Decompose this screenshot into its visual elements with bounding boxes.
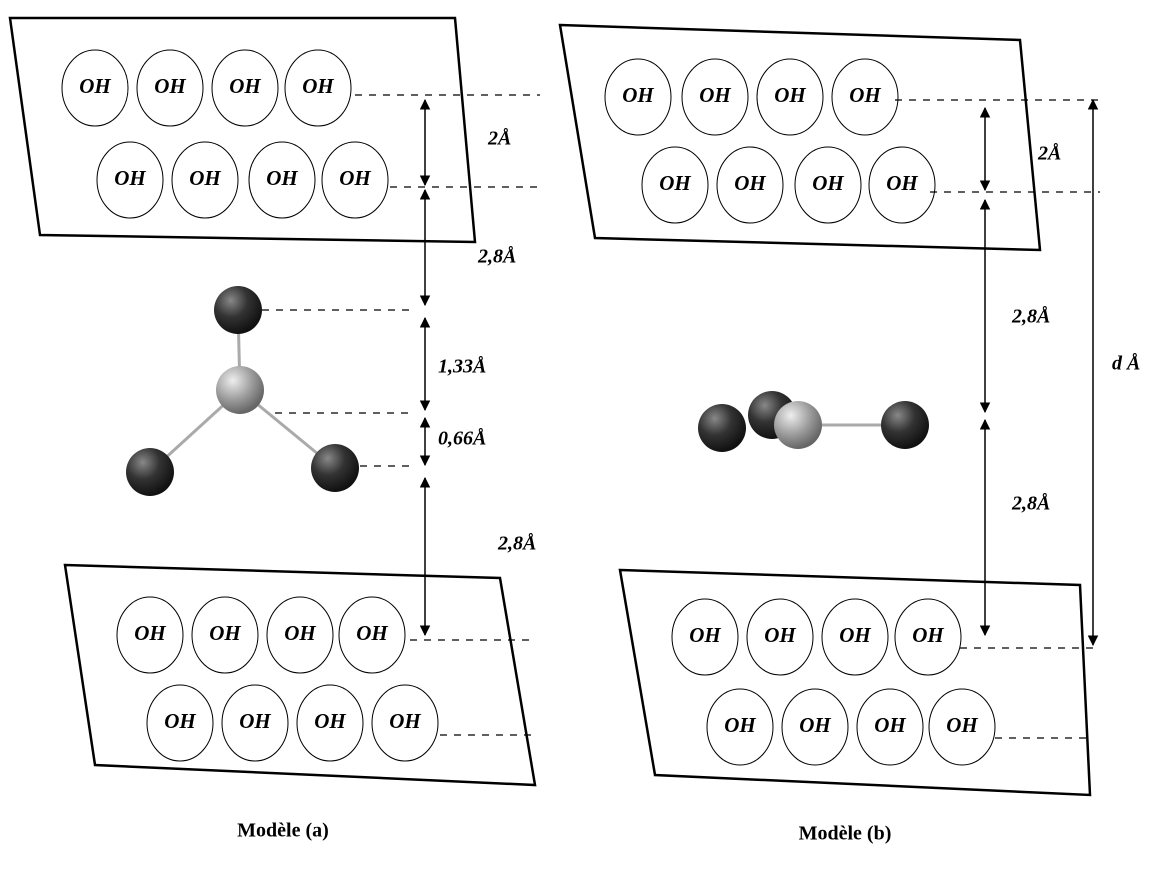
diagram: OH OH OH OH OH OH OH OH OH OH OH OH OH OH OH OH 2Å 2,8Å 1,… — [0, 0, 1150, 873]
oh-label: OH — [79, 74, 111, 98]
atom — [311, 444, 359, 492]
oh-label: OH — [389, 709, 421, 733]
oh-label: OH — [659, 171, 691, 195]
molecule-a — [126, 286, 359, 496]
distance-label: 2,8Å — [497, 533, 536, 555]
atom — [216, 366, 264, 414]
labels: OH OH OH OH OH OH OH OH OH OH OH OH OH OH OH OH 2Å 2,8Å 1,… — [62, 50, 1140, 845]
oh-label: OH — [356, 621, 388, 645]
oh-label: OH — [209, 621, 241, 645]
distance-label: 1,33Å — [438, 356, 486, 378]
oh-label: OH — [946, 713, 978, 737]
oh-label: OH — [164, 709, 196, 733]
oh-label: OH — [302, 74, 334, 98]
plane — [620, 570, 1090, 795]
oh-label: OH — [689, 623, 721, 647]
oh-label: OH — [134, 621, 166, 645]
distance-label: 2,8Å — [1011, 306, 1050, 328]
distance-label: 0,66Å — [438, 428, 486, 450]
oh-label: OH — [314, 709, 346, 733]
atom — [126, 448, 174, 496]
plane — [65, 565, 535, 785]
oh-label: OH — [339, 166, 371, 190]
oh-label: OH — [849, 83, 881, 107]
atom — [698, 404, 746, 452]
oh-label: OH — [764, 623, 796, 647]
oh-label: OH — [874, 713, 906, 737]
oh-label: OH — [154, 74, 186, 98]
oh-label: OH — [799, 713, 831, 737]
oh-label: OH — [114, 166, 146, 190]
oh-label: OH — [189, 166, 221, 190]
distance-label: 2,8Å — [477, 246, 516, 268]
oh-label: OH — [239, 709, 271, 733]
oh-label: OH — [284, 621, 316, 645]
oh-label: OH — [886, 171, 918, 195]
distance-label: d Å — [1112, 353, 1140, 375]
atom — [881, 401, 929, 449]
atom — [214, 286, 262, 334]
oh-label: OH — [839, 623, 871, 647]
molecule-b — [698, 391, 929, 452]
distance-label: 2Å — [1037, 143, 1061, 165]
planes — [10, 18, 1090, 795]
distance-label: 2Å — [487, 128, 511, 150]
oh-label: OH — [774, 83, 806, 107]
oh-label: OH — [724, 713, 756, 737]
oh-label: OH — [734, 171, 766, 195]
oh-label: OH — [229, 74, 261, 98]
plane — [560, 25, 1040, 250]
distance-label: 2,8Å — [1011, 493, 1050, 515]
plane — [10, 18, 475, 242]
oh-label: OH — [912, 623, 944, 647]
oh-label: OH — [266, 166, 298, 190]
caption: Modèle (b) — [799, 823, 892, 845]
oh-label: OH — [699, 83, 731, 107]
oh-label: OH — [622, 83, 654, 107]
caption: Modèle (a) — [237, 820, 329, 842]
oh-label: OH — [812, 171, 844, 195]
atom — [774, 401, 822, 449]
